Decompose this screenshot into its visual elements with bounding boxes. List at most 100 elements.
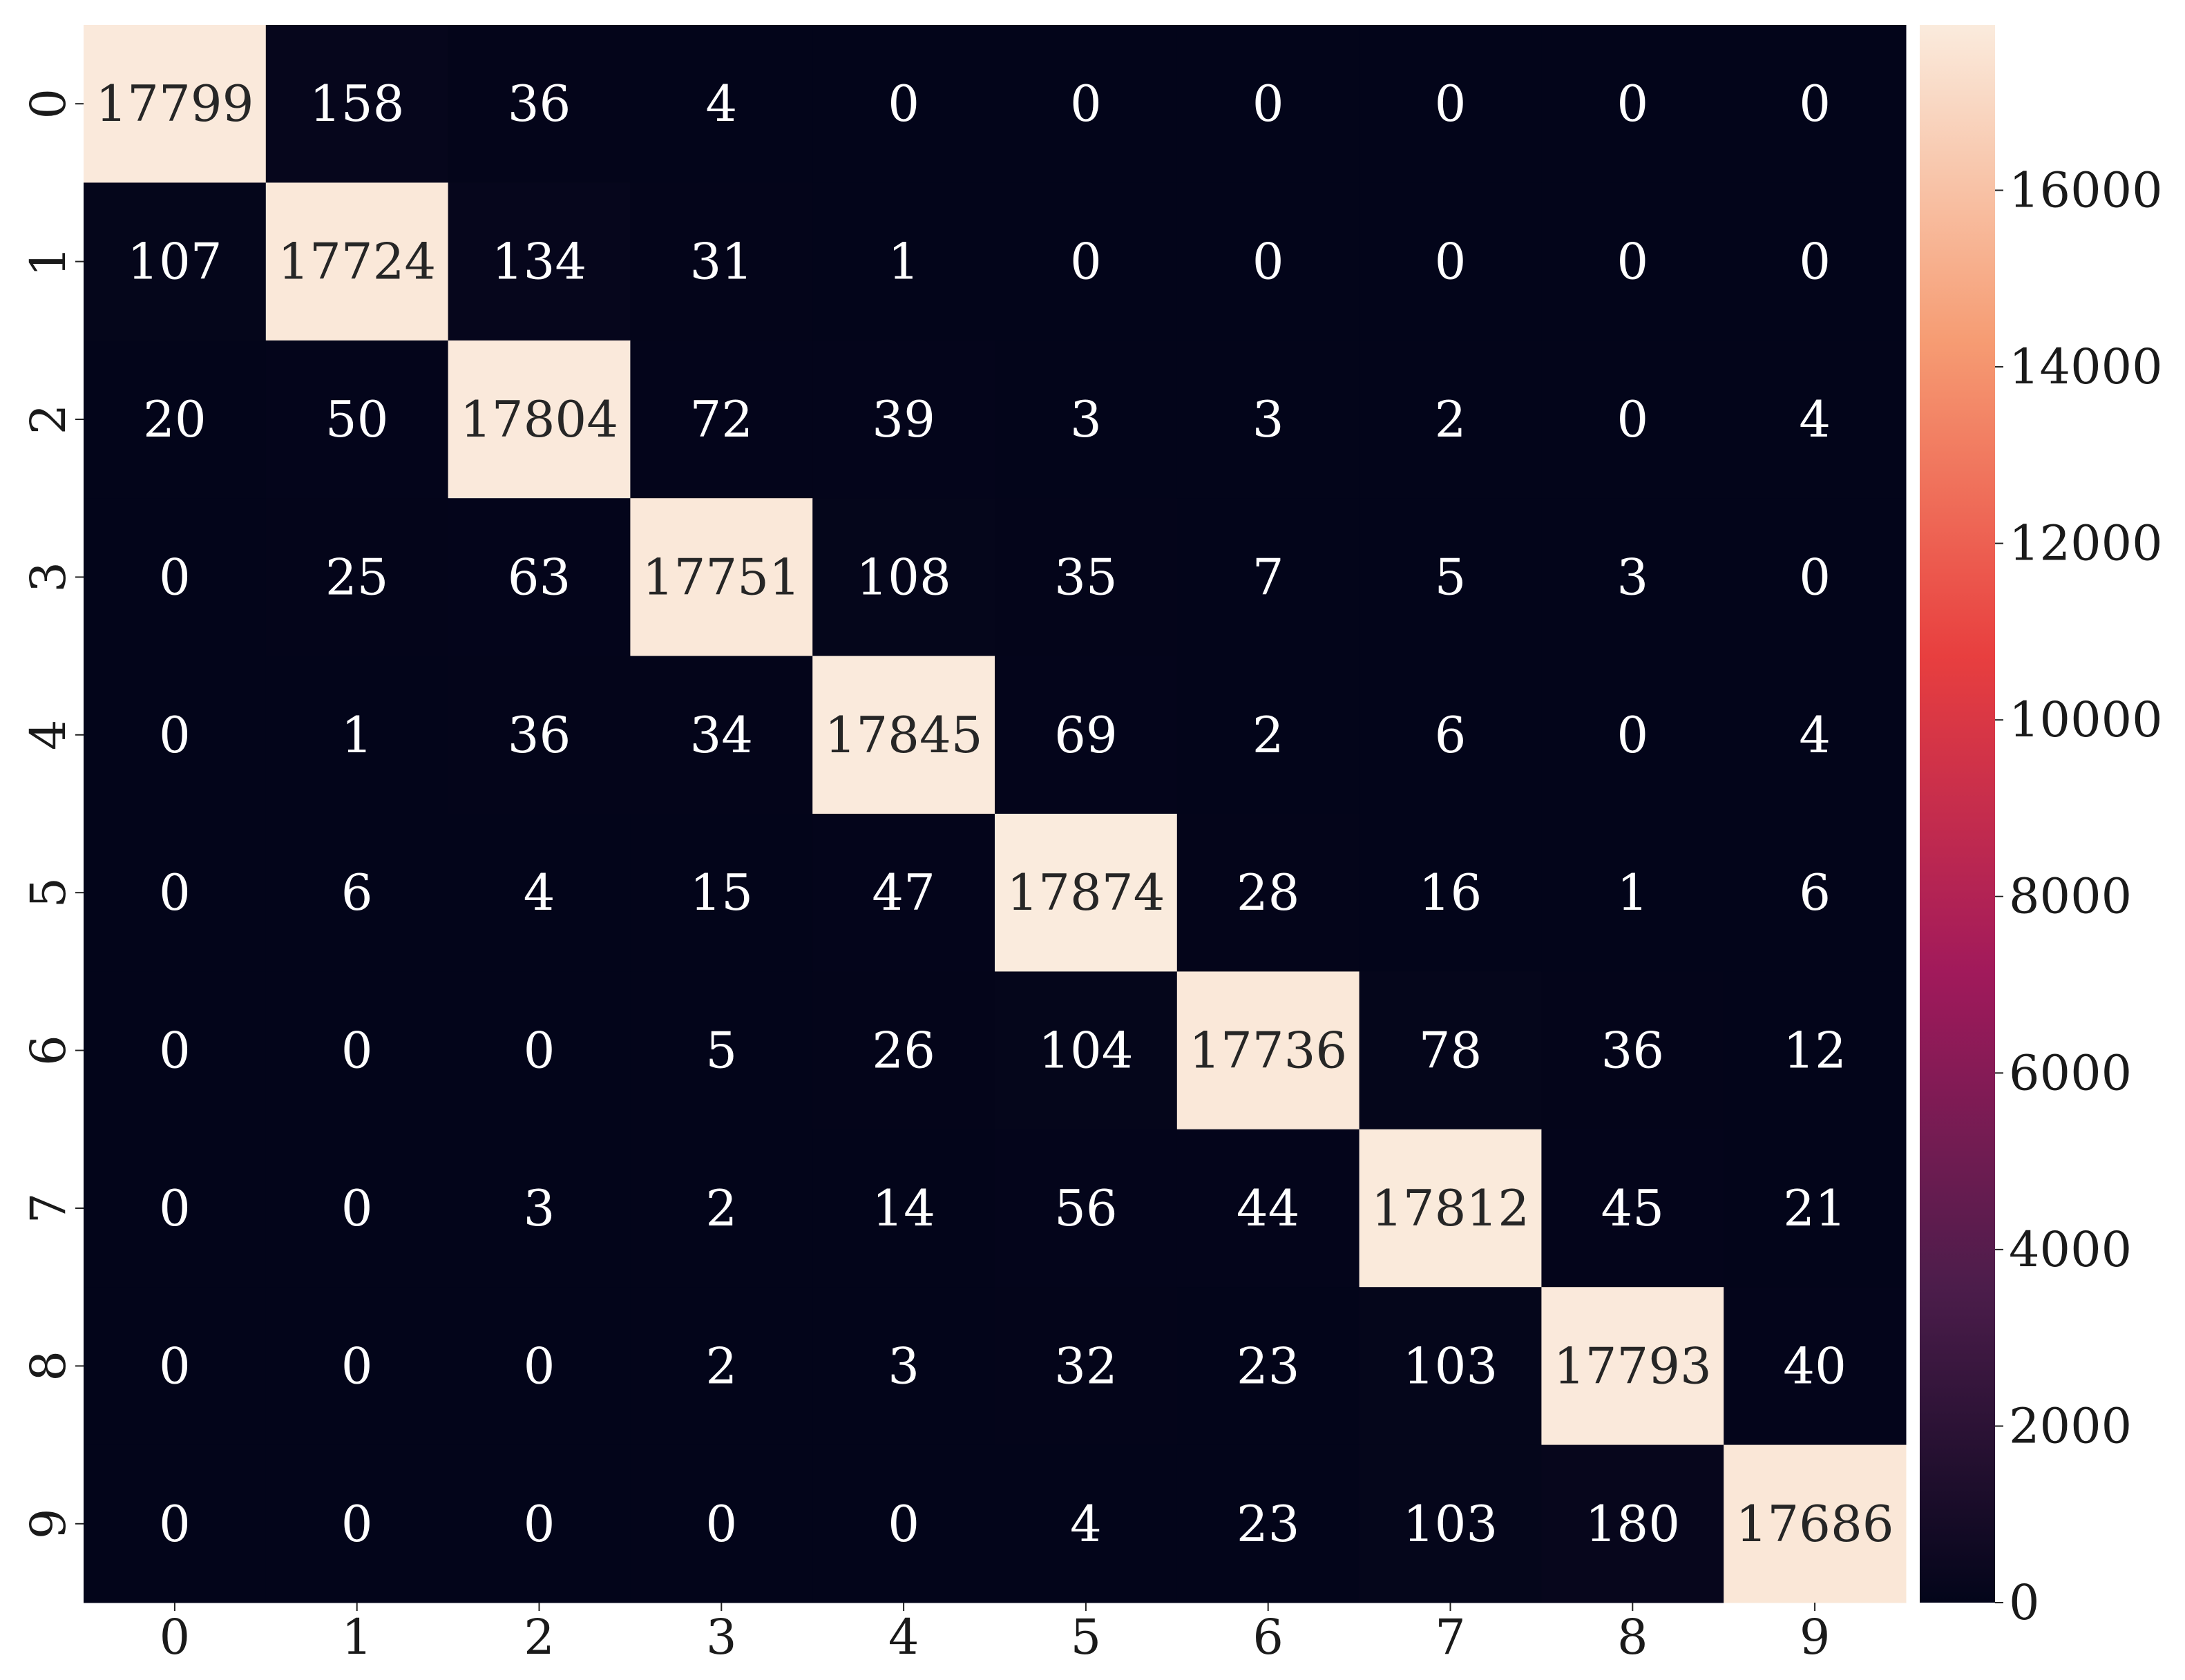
cell — [84, 498, 267, 657]
colorbar-tick-label: 14000 — [2009, 338, 2163, 395]
cell — [448, 25, 631, 183]
cell — [995, 814, 1178, 972]
cell-label: 15 — [689, 863, 753, 922]
cell — [1176, 656, 1360, 814]
cell-label: 17724 — [278, 233, 436, 291]
cell-label: 4 — [1799, 706, 1831, 764]
cell-label: 0 — [888, 1495, 919, 1553]
cell-label: 63 — [508, 548, 571, 606]
cell-label: 78 — [1419, 1022, 1482, 1080]
cell-label: 17812 — [1371, 1179, 1529, 1237]
cell — [265, 25, 449, 183]
cell-label: 2 — [705, 1337, 737, 1395]
cell — [1359, 25, 1542, 183]
cell-label: 36 — [508, 75, 571, 133]
cell-label: 103 — [1403, 1495, 1498, 1553]
cell-label: 12 — [1783, 1022, 1847, 1080]
cell-label: 180 — [1585, 1495, 1680, 1553]
cell — [84, 971, 267, 1130]
x-tick-label: 0 — [160, 1609, 191, 1665]
cell — [448, 1287, 631, 1446]
cell-label: 23 — [1237, 1337, 1300, 1395]
cell — [265, 971, 449, 1130]
x-tick-label: 7 — [1435, 1609, 1466, 1665]
cell-label: 1 — [888, 233, 919, 291]
cell-label: 31 — [689, 233, 753, 291]
cell-label: 45 — [1601, 1179, 1664, 1237]
cell — [995, 340, 1178, 499]
cell-label: 7 — [1252, 548, 1284, 606]
cell — [1176, 25, 1360, 183]
x-tick-label: 2 — [524, 1609, 555, 1665]
cell-label: 0 — [159, 863, 191, 922]
cell-label: 4 — [1799, 390, 1831, 448]
cell — [1541, 498, 1724, 657]
cell-label: 17845 — [825, 706, 983, 764]
y-tick-label: 4 — [20, 720, 77, 751]
x-tick-label: 6 — [1252, 1609, 1284, 1665]
cell-label: 0 — [341, 1179, 373, 1237]
cell — [812, 971, 995, 1130]
cell-label: 6 — [1799, 863, 1831, 922]
cell-label: 23 — [1237, 1495, 1300, 1553]
cell-label: 17736 — [1189, 1022, 1347, 1080]
cell-label: 104 — [1038, 1022, 1133, 1080]
cell — [265, 1129, 449, 1288]
cell — [630, 25, 813, 183]
cell — [84, 25, 267, 183]
cell-label: 0 — [1799, 233, 1831, 291]
cell-label: 0 — [1616, 75, 1648, 133]
cell-label: 3 — [1616, 548, 1648, 606]
x-tick-label: 8 — [1617, 1609, 1648, 1665]
cell — [1359, 498, 1542, 657]
colorbar-tick-label: 10000 — [2009, 691, 2163, 748]
cell-label: 0 — [159, 1022, 191, 1080]
cell-label: 17799 — [95, 75, 254, 133]
cell-label: 103 — [1403, 1337, 1498, 1395]
cell — [265, 1287, 449, 1446]
cell — [812, 1287, 995, 1446]
cell-label: 4 — [705, 75, 737, 133]
cell-label: 35 — [1054, 548, 1118, 606]
cell — [1176, 340, 1360, 499]
cell — [265, 182, 449, 341]
cell-label: 0 — [341, 1337, 373, 1395]
cell — [630, 814, 813, 972]
cell — [1541, 25, 1724, 183]
cell — [1176, 971, 1360, 1130]
y-tick-label: 8 — [20, 1350, 77, 1382]
cell-label: 3 — [1252, 390, 1284, 448]
cell-label: 56 — [1054, 1179, 1118, 1237]
cell — [1359, 340, 1542, 499]
y-tick-label: 7 — [20, 1193, 77, 1224]
cell-label: 0 — [524, 1495, 555, 1553]
cell — [1359, 656, 1542, 814]
cell-label: 0 — [159, 548, 191, 606]
cell — [812, 498, 995, 657]
cell — [1176, 1287, 1360, 1446]
cell-label: 0 — [1616, 233, 1648, 291]
cell-label: 6 — [341, 863, 373, 922]
colorbar — [1920, 25, 1995, 1603]
cell — [1176, 814, 1360, 972]
cell-label: 17686 — [1736, 1495, 1894, 1553]
cell — [448, 1444, 631, 1603]
cell-label: 0 — [159, 706, 191, 764]
colorbar-tick-label: 8000 — [2009, 868, 2132, 925]
cell — [448, 971, 631, 1130]
cell-label: 2 — [1252, 706, 1284, 764]
colorbar-tick-label: 4000 — [2009, 1221, 2132, 1278]
cell-label: 17874 — [1006, 863, 1165, 922]
cell — [630, 182, 813, 341]
cell — [265, 1444, 449, 1603]
cell — [812, 1129, 995, 1288]
cell — [1724, 1287, 1907, 1446]
cell — [1541, 1129, 1724, 1288]
cell — [812, 1444, 995, 1603]
cell — [995, 971, 1178, 1130]
cell-label: 3 — [888, 1337, 919, 1395]
cell — [630, 1129, 813, 1288]
cell-label: 0 — [159, 1495, 191, 1553]
